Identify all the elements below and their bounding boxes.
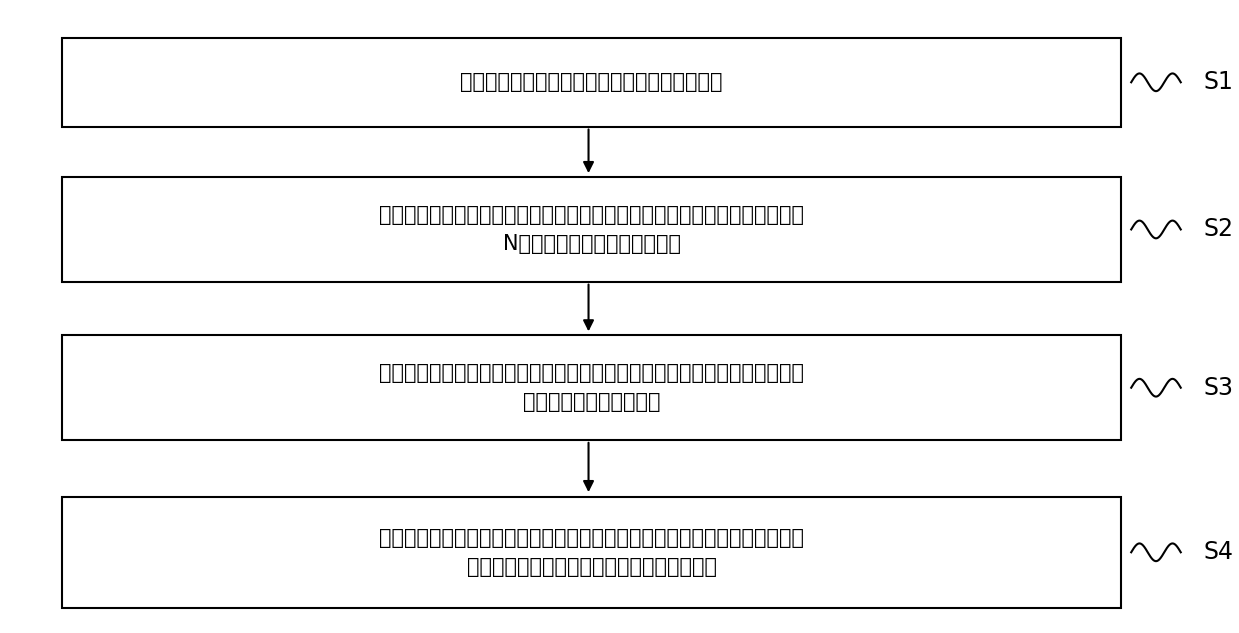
Text: N个所述空调器的外管温度数据: N个所述空调器的外管温度数据 xyxy=(503,234,680,254)
Text: S3: S3 xyxy=(1203,376,1233,399)
FancyBboxPatch shape xyxy=(62,497,1121,608)
Text: 当空调器触发任一首次化霜条件时进行首次化霜: 当空调器触发任一首次化霜条件时进行首次化霜 xyxy=(461,72,722,92)
FancyBboxPatch shape xyxy=(62,335,1121,440)
FancyBboxPatch shape xyxy=(62,177,1121,282)
Text: 当空调器在上一次化霜结束稳定运行后，以第一预设时间间隔为周期连续获取: 当空调器在上一次化霜结束稳定运行后，以第一预设时间间隔为周期连续获取 xyxy=(379,205,804,225)
Text: 将获取的所述外管温度数据组与预设温度进行比较，统计所述外管温度小于或: 将获取的所述外管温度数据组与预设温度进行比较，统计所述外管温度小于或 xyxy=(379,363,804,384)
Text: S4: S4 xyxy=(1203,541,1233,564)
Text: 足预设定的条件时，控制所述空调器启动化霜: 足预设定的条件时，控制所述空调器启动化霜 xyxy=(467,556,716,577)
FancyBboxPatch shape xyxy=(62,38,1121,127)
Text: 等于所述预设温度的次数: 等于所述预设温度的次数 xyxy=(523,392,660,412)
Text: S1: S1 xyxy=(1203,70,1233,94)
Text: S2: S2 xyxy=(1203,218,1233,241)
Text: 当获取的所述外管温度数据组中的外管温度低于或等于所述预设温度的次数满: 当获取的所述外管温度数据组中的外管温度低于或等于所述预设温度的次数满 xyxy=(379,528,804,548)
